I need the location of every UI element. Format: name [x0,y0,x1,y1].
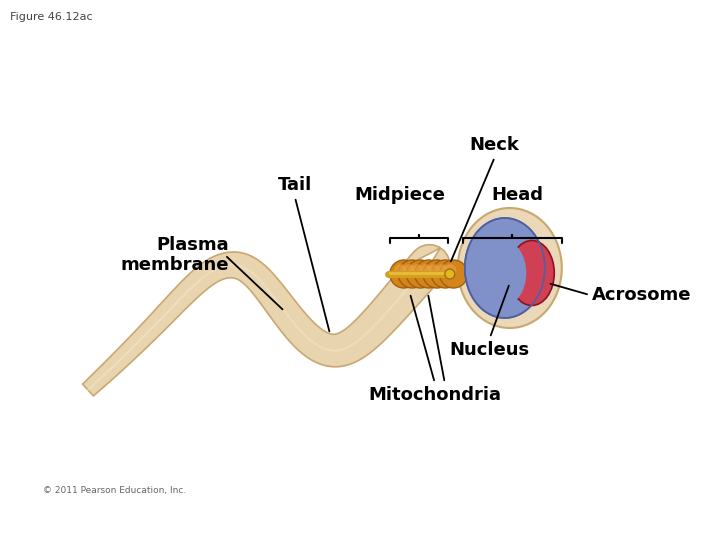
Text: Acrosome: Acrosome [592,286,691,304]
Circle shape [444,264,456,277]
Text: Plasma
membrane: Plasma membrane [121,235,229,274]
Circle shape [436,264,448,277]
Circle shape [410,264,423,277]
Text: © 2011 Pearson Education, Inc.: © 2011 Pearson Education, Inc. [43,485,186,495]
Circle shape [390,260,418,288]
Circle shape [439,260,467,288]
Circle shape [423,260,451,288]
Text: Figure 46.12ac: Figure 46.12ac [10,12,93,22]
Polygon shape [83,245,450,396]
Circle shape [394,264,407,277]
Circle shape [431,260,459,288]
Ellipse shape [465,218,545,318]
Circle shape [427,264,440,277]
Circle shape [419,264,431,277]
Circle shape [398,260,426,288]
Text: Mitochondria: Mitochondria [369,386,501,404]
Text: Tail: Tail [278,176,312,194]
Circle shape [445,269,455,279]
Ellipse shape [458,208,562,328]
Circle shape [406,260,434,288]
Text: Head: Head [492,186,544,204]
Text: Neck: Neck [470,136,520,154]
Text: Nucleus: Nucleus [450,341,530,359]
Circle shape [402,264,415,277]
Circle shape [415,260,443,288]
Ellipse shape [481,240,526,306]
Text: Midpiece: Midpiece [354,186,445,204]
Ellipse shape [509,240,554,306]
